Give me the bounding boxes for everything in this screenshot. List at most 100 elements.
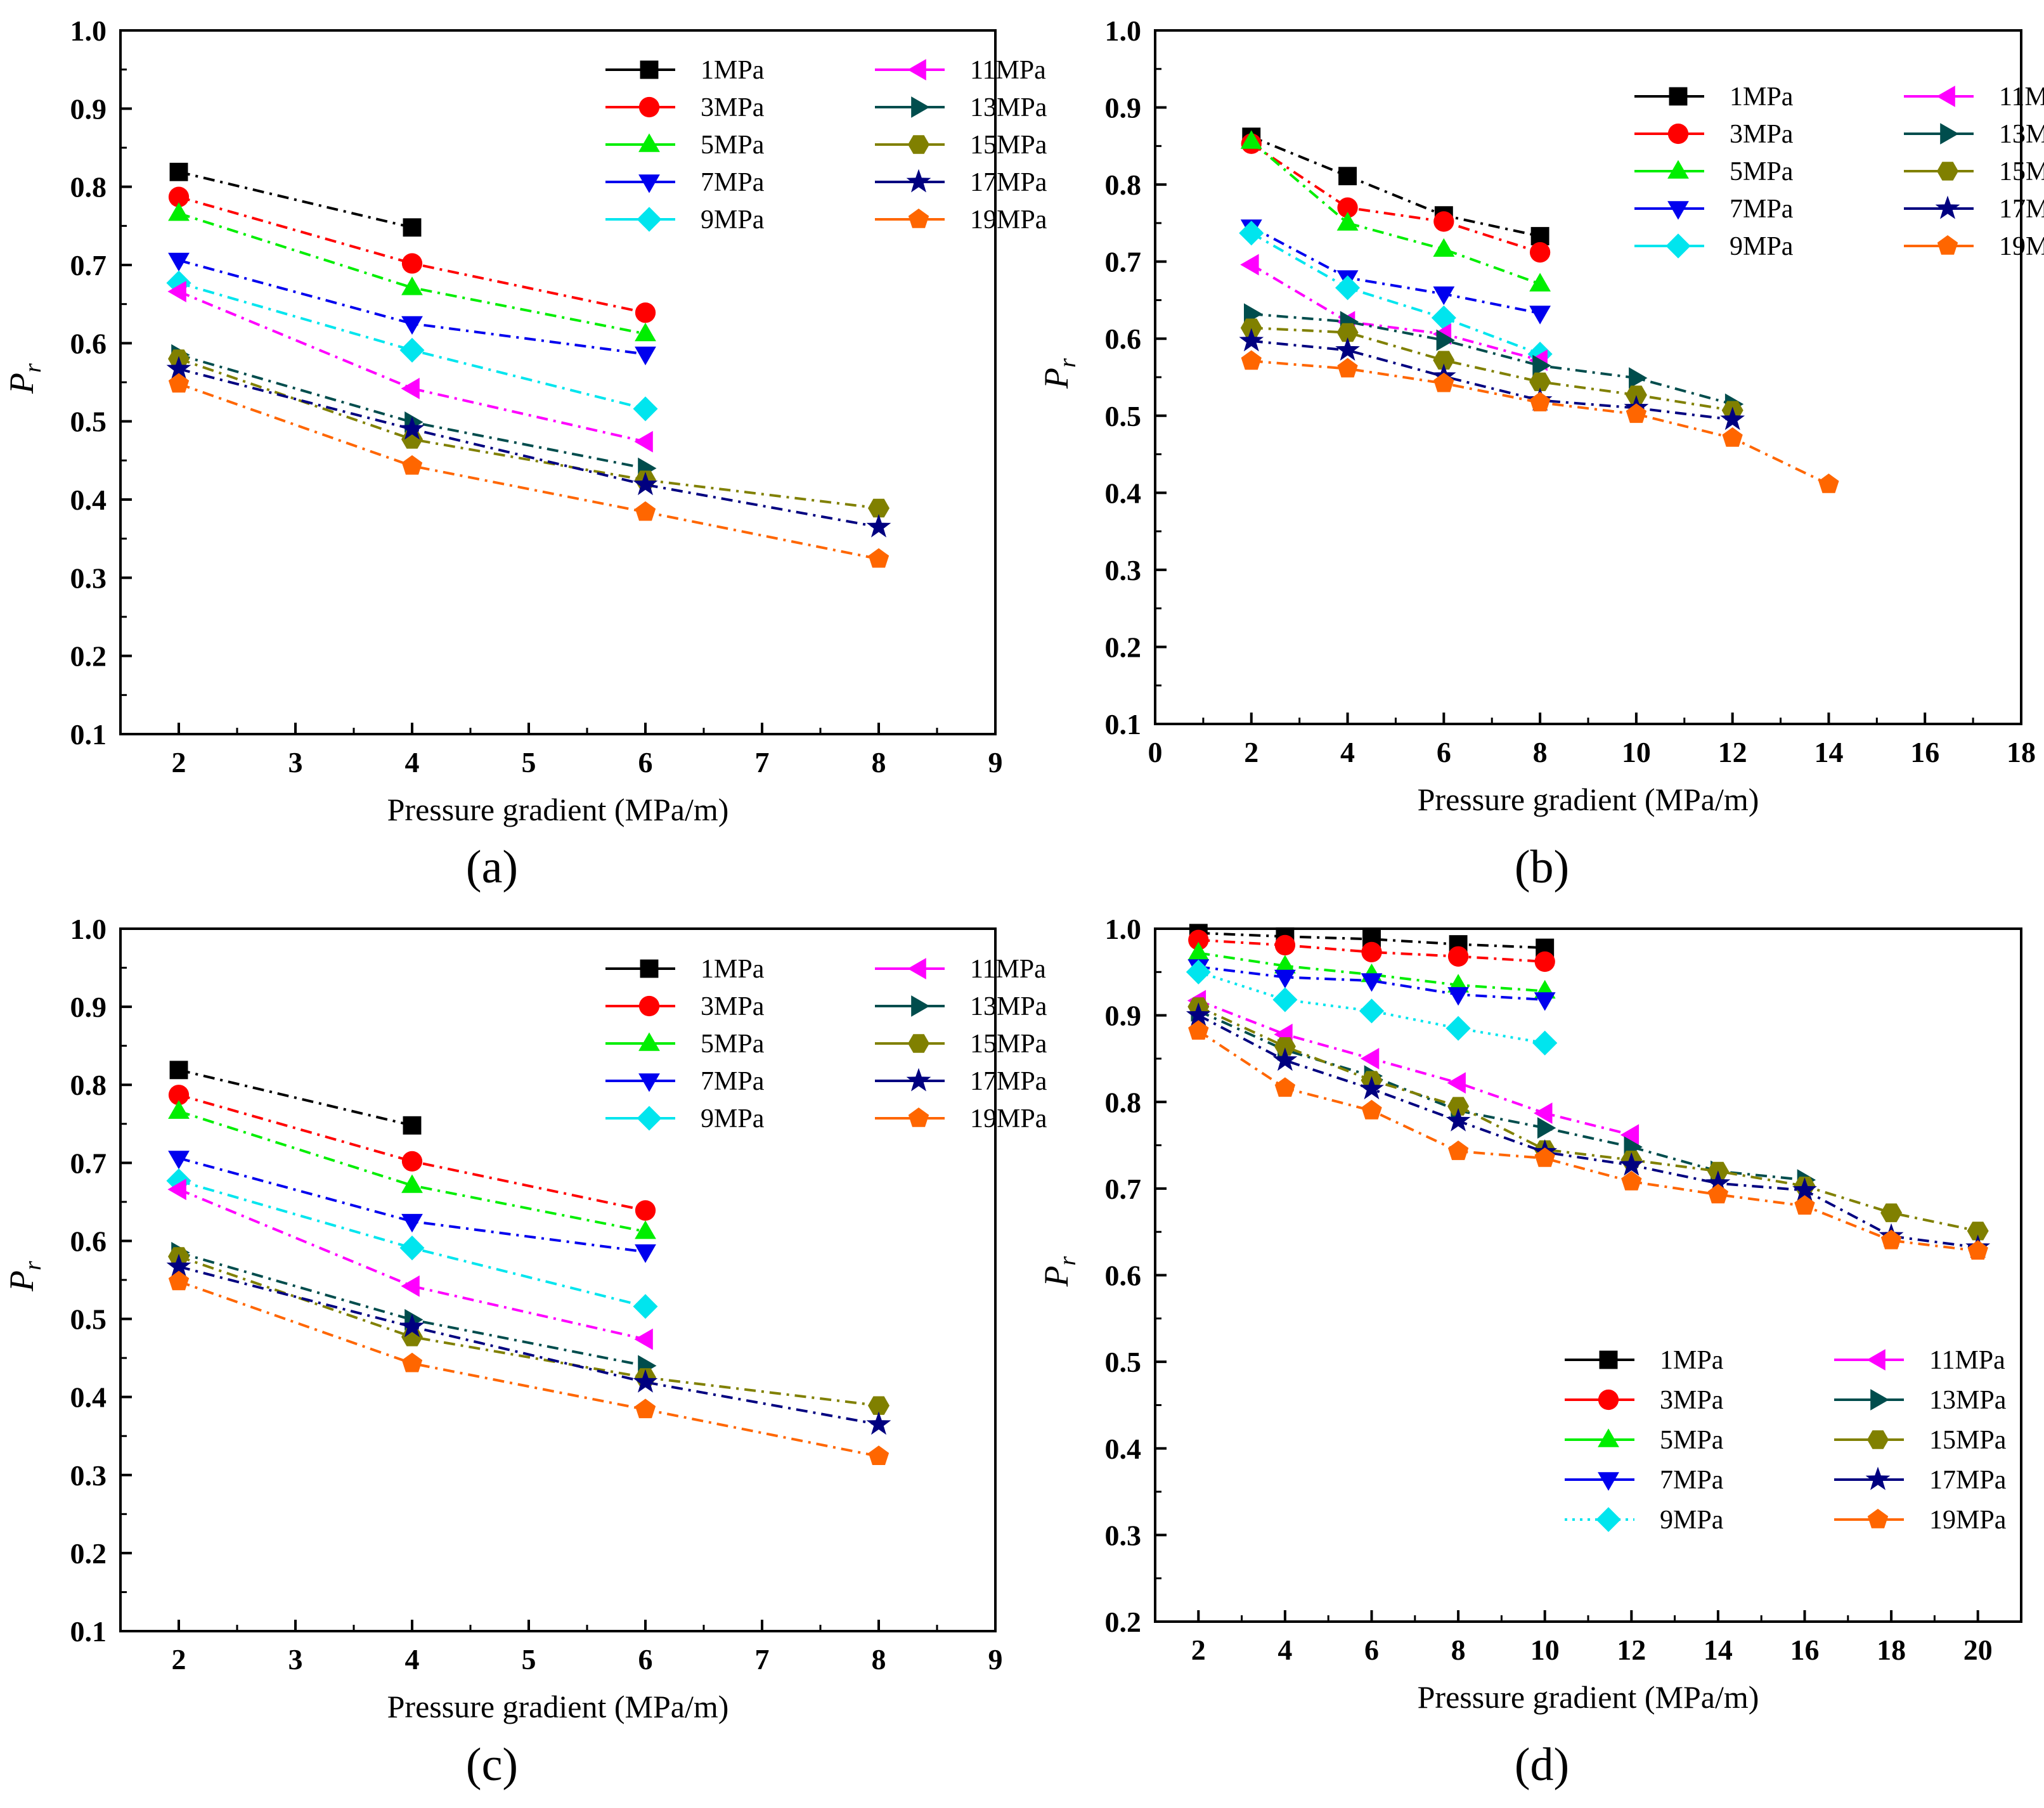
legend-marker-1MPa [640, 60, 659, 79]
legend-label-17MPa: 17MPa [970, 168, 1047, 197]
point-5MPa [635, 323, 656, 342]
point-5MPa [1240, 130, 1262, 149]
series-line-3MPa [178, 1094, 646, 1212]
legend-marker-17MPa [906, 169, 931, 193]
point-11MPa [1447, 1072, 1466, 1094]
point-3MPa [1447, 946, 1469, 967]
legend-marker-9MPa [637, 1106, 662, 1131]
y-tick-label: 0.2 [70, 640, 107, 673]
y-axis-label: Pr [3, 363, 46, 394]
point-13MPa [1436, 329, 1455, 351]
y-tick-label: 0.3 [70, 562, 107, 594]
legend-label-5MPa: 5MPa [1730, 157, 1794, 186]
point-5MPa [401, 276, 423, 295]
series-line-17MPa [1198, 1014, 1978, 1249]
legend-label-9MPa: 9MPa [1660, 1506, 1724, 1535]
x-axis-label: Pressure gradient (MPa/m) [1418, 782, 1759, 817]
series-line-15MPa [1251, 326, 1733, 412]
x-tick-label: 2 [1244, 736, 1258, 768]
y-tick-label: 1.0 [1105, 913, 1142, 945]
legend-marker-19MPa [908, 209, 929, 228]
y-tick-label: 0.8 [70, 171, 107, 203]
legend-label-7MPa: 7MPa [701, 1067, 765, 1096]
y-tick-label: 0.1 [1105, 708, 1142, 740]
legend-marker-9MPa [1596, 1507, 1621, 1532]
point-17MPa [166, 1253, 191, 1277]
point-5MPa [401, 1174, 423, 1193]
series-line-1MPa [1251, 135, 1541, 238]
legend-label-19MPa: 19MPa [970, 1104, 1047, 1133]
legend-marker-5MPa [1598, 1428, 1619, 1447]
series-line-7MPa [178, 259, 646, 356]
point-7MPa [1361, 973, 1383, 992]
point-11MPa [1360, 1048, 1380, 1069]
panel-caption: (b) [1515, 841, 1569, 893]
legend: 1MPa 3MPa 5MPa 7MPa 9MPa 11MPa 13MPa 15MPa 17MPa… [605, 955, 1047, 1133]
point-15MPa [1880, 1203, 1903, 1222]
legend-marker-5MPa [1667, 160, 1689, 179]
legend-label-13MPa: 13MPa [1929, 1386, 2007, 1415]
point-7MPa [635, 346, 656, 366]
x-tick-label: 12 [1718, 736, 1747, 768]
series-line-9MPa [1250, 231, 1541, 356]
point-9MPa [1335, 275, 1361, 300]
legend-label-3MPa: 3MPa [1730, 120, 1794, 149]
legend: 1MPa 3MPa 5MPa 7MPa 9MPa 11MPa 13MPa 15MPa 17MPa… [605, 56, 1047, 235]
x-tick-label: 0 [1148, 736, 1163, 768]
series-line-1MPa [1198, 931, 1545, 950]
legend-marker-5MPa [638, 133, 660, 152]
point-11MPa [167, 1178, 186, 1201]
series-line-1MPa [178, 171, 413, 229]
point-3MPa [1433, 211, 1454, 232]
legend-marker-5MPa [638, 1032, 660, 1051]
point-17MPa [1720, 406, 1745, 430]
legend-label-9MPa: 9MPa [701, 1104, 765, 1133]
point-19MPa [635, 501, 656, 521]
series-line-7MPa [1198, 965, 1545, 1001]
point-11MPa [1534, 1102, 1553, 1124]
legend-marker-17MPa [1935, 195, 1960, 219]
legend-marker-11MPa [907, 59, 926, 81]
x-tick-label: 10 [1530, 1634, 1560, 1666]
x-axis-label: Pressure gradient (MPa/m) [1418, 1679, 1759, 1715]
point-11MPa [401, 377, 420, 399]
y-tick-label: 0.5 [1105, 400, 1142, 432]
point-1MPa [169, 162, 188, 181]
legend-label-9MPa: 9MPa [701, 205, 765, 235]
x-tick-label: 8 [1451, 1634, 1466, 1666]
y-tick-label: 0.1 [70, 718, 107, 751]
point-7MPa [168, 1151, 190, 1170]
legend-marker-13MPa [1870, 1389, 1889, 1411]
point-9MPa [1186, 959, 1211, 985]
y-axis-label: Pr [1037, 1256, 1081, 1288]
point-19MPa [401, 455, 423, 475]
panel-caption: (a) [466, 841, 518, 893]
x-tick-label: 10 [1622, 736, 1651, 768]
x-tick-label: 4 [1340, 736, 1355, 768]
legend-marker-3MPa [638, 96, 660, 118]
point-7MPa [635, 1244, 656, 1263]
y-tick-label: 0.3 [1105, 554, 1142, 586]
x-tick-label: 16 [1910, 736, 1939, 768]
legend-marker-13MPa [1940, 123, 1959, 145]
series-line-11MPa [1198, 999, 1632, 1137]
point-19MPa [168, 1270, 190, 1291]
legend-label-7MPa: 7MPa [1730, 195, 1794, 224]
point-11MPa [634, 1328, 653, 1350]
legend-label-5MPa: 5MPa [701, 131, 765, 160]
point-19MPa [1337, 358, 1358, 378]
point-11MPa [401, 1275, 420, 1297]
legend-marker-11MPa [907, 958, 926, 979]
y-tick-label: 0.4 [1105, 477, 1142, 509]
point-17MPa [166, 356, 191, 380]
legend-marker-9MPa [637, 207, 662, 232]
point-19MPa [1818, 474, 1839, 493]
point-3MPa [635, 302, 656, 323]
y-tick-label: 0.5 [1105, 1346, 1142, 1378]
y-tick-label: 0.9 [70, 991, 107, 1023]
series-line-5MPa [1198, 952, 1545, 993]
point-3MPa [401, 253, 423, 274]
point-19MPa [1626, 403, 1647, 423]
legend-marker-3MPa [1667, 123, 1689, 145]
y-tick-label: 0.7 [1105, 246, 1142, 278]
